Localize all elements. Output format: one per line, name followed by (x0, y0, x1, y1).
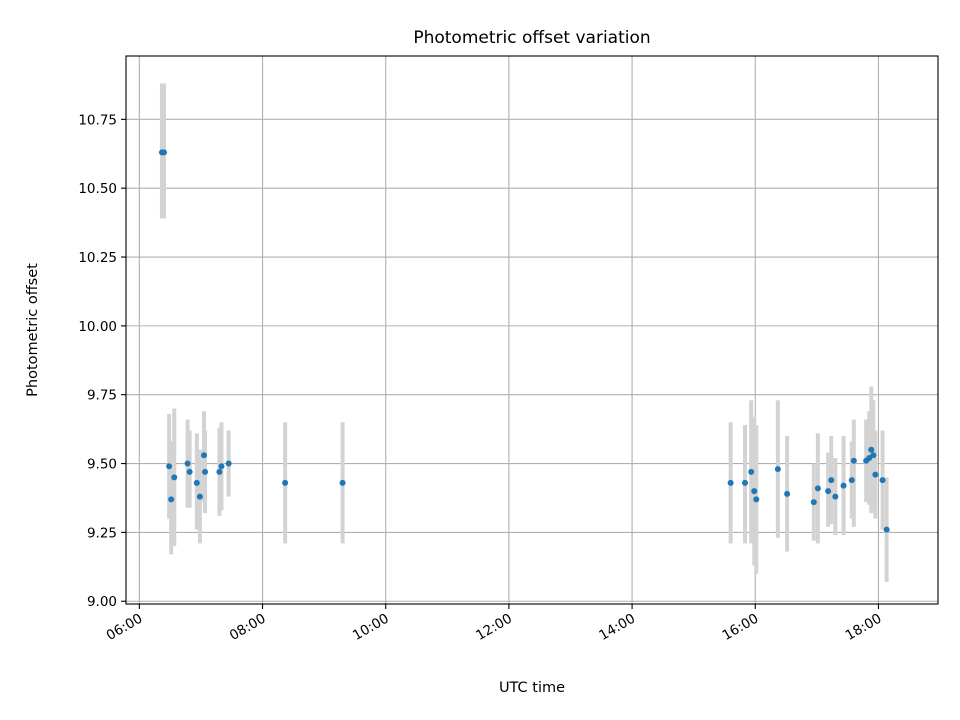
data-point (810, 499, 817, 506)
data-point (186, 468, 193, 475)
data-point (751, 488, 758, 495)
data-point (748, 468, 755, 475)
x-tick-label: 12:00 (473, 611, 515, 644)
data-point (171, 474, 178, 481)
data-point (201, 452, 208, 459)
data-point (282, 479, 289, 486)
data-point (840, 482, 847, 489)
y-axis-label: Photometric offset (25, 263, 41, 397)
data-point (193, 479, 200, 486)
x-axis-label: UTC time (499, 680, 565, 696)
data-point (166, 463, 173, 470)
data-point (202, 468, 209, 475)
data-point (848, 477, 855, 484)
x-tick-label: 10:00 (350, 611, 392, 644)
y-axis-ticks: 9.00 9.25 9.50 9.75 10.00 10.25 10.50 10.75 (78, 112, 126, 610)
data-point (216, 468, 223, 475)
x-tick-label: 18:00 (843, 611, 885, 644)
data-point (784, 490, 791, 497)
y-tick-label: 9.25 (87, 525, 117, 541)
data-point (753, 496, 760, 503)
data-point (870, 452, 877, 459)
x-tick-label: 14:00 (596, 611, 638, 644)
data-point (814, 485, 821, 492)
data-point (168, 496, 175, 503)
data-point (868, 446, 875, 453)
data-point (160, 149, 167, 156)
y-tick-label: 10.50 (78, 181, 117, 197)
y-tick-label: 9.00 (87, 594, 117, 610)
data-point (832, 493, 839, 500)
x-tick-label: 06:00 (104, 611, 146, 644)
y-tick-label: 10.00 (78, 319, 117, 335)
grid (126, 56, 938, 604)
data-point (774, 466, 781, 473)
data-point (879, 477, 886, 484)
plot-frame (125, 55, 939, 605)
data-point (196, 493, 203, 500)
y-tick-label: 9.75 (87, 388, 117, 404)
data-point (850, 457, 857, 464)
data-point (218, 463, 225, 470)
data-point (872, 471, 879, 478)
data-points (158, 149, 890, 533)
data-point (825, 488, 832, 495)
y-tick-label: 9.50 (87, 457, 117, 473)
data-point (727, 479, 734, 486)
y-tick-label: 10.25 (78, 250, 117, 266)
x-axis-ticks: 06:00 08:00 10:00 12:00 14:00 16:00 18:00 (104, 604, 885, 644)
x-tick-label: 08:00 (227, 611, 269, 644)
data-point (184, 460, 191, 467)
data-point (339, 479, 346, 486)
data-point (225, 460, 232, 467)
x-tick-label: 16:00 (720, 611, 762, 644)
data-point (828, 477, 835, 484)
data-point (883, 526, 890, 533)
data-point (742, 479, 749, 486)
y-tick-label: 10.75 (78, 112, 117, 128)
chart-title: Photometric offset variation (413, 28, 650, 48)
error-bars (159, 83, 889, 582)
